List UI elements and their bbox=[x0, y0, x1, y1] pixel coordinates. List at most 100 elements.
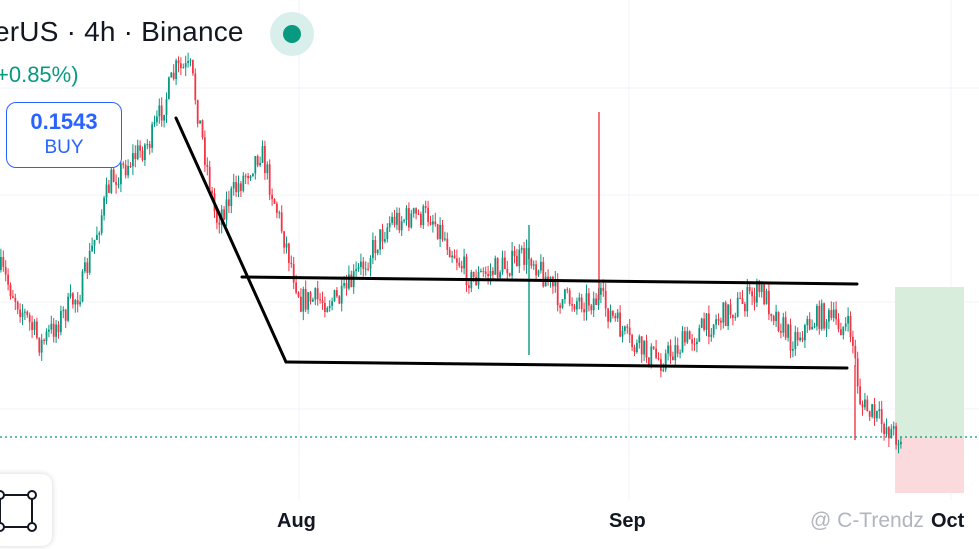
candle-body bbox=[866, 399, 869, 412]
candle-body bbox=[372, 240, 374, 259]
candle-body bbox=[876, 411, 878, 419]
candle-body bbox=[264, 146, 266, 174]
candle-body bbox=[312, 299, 314, 302]
candle-body bbox=[153, 122, 156, 125]
candle-body bbox=[16, 301, 19, 310]
candle-body bbox=[184, 62, 187, 68]
candle-body bbox=[278, 212, 281, 214]
candle-body bbox=[292, 264, 295, 283]
candle-body bbox=[540, 261, 542, 271]
candle-body bbox=[151, 124, 153, 148]
drawing-toolbar-button[interactable] bbox=[0, 474, 52, 546]
candle-body bbox=[636, 343, 638, 353]
buy-button[interactable]: 0.1543 BUY bbox=[6, 102, 122, 168]
candle-body bbox=[194, 73, 197, 101]
candle-body bbox=[112, 169, 115, 183]
candle-body bbox=[403, 220, 405, 222]
candle-body bbox=[288, 243, 290, 263]
candle-body bbox=[72, 293, 74, 305]
candle-body bbox=[463, 256, 465, 269]
candle-body bbox=[868, 411, 871, 417]
candle-body bbox=[115, 182, 117, 185]
candle-body bbox=[832, 309, 835, 318]
candle-body bbox=[324, 302, 326, 313]
candle-body bbox=[117, 184, 120, 186]
candle-body bbox=[763, 284, 765, 305]
channel-upper-line[interactable] bbox=[240, 275, 859, 286]
candle-body bbox=[607, 308, 609, 322]
candle-body bbox=[516, 256, 518, 267]
candle-body bbox=[74, 300, 77, 305]
candle-body bbox=[849, 315, 852, 337]
candle-body bbox=[854, 345, 857, 359]
candle-body bbox=[84, 262, 86, 272]
candle-body bbox=[804, 325, 806, 341]
candle-body bbox=[744, 303, 746, 312]
candle-body bbox=[412, 208, 415, 214]
candle-body bbox=[362, 261, 365, 269]
candle-body bbox=[506, 269, 509, 274]
candle-body bbox=[897, 444, 900, 446]
candle-body bbox=[873, 404, 876, 419]
candle-body bbox=[784, 317, 787, 338]
candle-body bbox=[254, 156, 257, 174]
candle-body bbox=[345, 283, 348, 289]
market-status-dot-icon[interactable] bbox=[270, 12, 314, 56]
candle-body bbox=[67, 296, 69, 321]
candle-body bbox=[340, 285, 343, 304]
candle-body bbox=[775, 311, 777, 322]
candle-body bbox=[760, 284, 763, 293]
candle-body bbox=[564, 289, 566, 300]
candle-body bbox=[739, 297, 741, 299]
candle-body bbox=[650, 346, 653, 366]
candle-body bbox=[446, 238, 449, 250]
candle-body bbox=[199, 120, 201, 124]
candle-body bbox=[520, 248, 523, 250]
candle-body bbox=[177, 60, 180, 64]
candle-body bbox=[240, 183, 242, 191]
candle-body bbox=[216, 211, 218, 223]
candle-body bbox=[708, 313, 710, 337]
candle-body bbox=[638, 336, 641, 344]
channel-lower-line[interactable] bbox=[284, 360, 849, 370]
candle-body bbox=[496, 258, 499, 278]
candle-body bbox=[62, 309, 65, 312]
candle-body bbox=[813, 326, 816, 328]
candle-body bbox=[321, 300, 324, 303]
candle-body bbox=[652, 346, 655, 349]
candle-body bbox=[410, 213, 413, 228]
candle-body bbox=[566, 289, 569, 291]
candle-body bbox=[460, 265, 463, 269]
candle-body bbox=[91, 245, 93, 251]
candlestick-series bbox=[0, 52, 902, 454]
candle-body bbox=[196, 100, 199, 124]
candle-body bbox=[369, 258, 372, 269]
x-axis-label-aug: Aug bbox=[277, 510, 316, 532]
candle-body bbox=[55, 324, 57, 337]
candle-body bbox=[326, 307, 329, 313]
candle-body bbox=[76, 300, 79, 305]
loss-zone[interactable] bbox=[895, 437, 964, 493]
candle-body bbox=[256, 156, 259, 166]
candle-body bbox=[408, 208, 410, 228]
candle-body bbox=[537, 270, 540, 276]
candle-body bbox=[98, 232, 101, 235]
candle-body bbox=[674, 345, 677, 361]
candle-body bbox=[276, 203, 278, 213]
candle-body bbox=[439, 224, 441, 239]
candle-body bbox=[600, 287, 602, 295]
symbol-title[interactable]: erUS · 4h · Binance bbox=[0, 16, 244, 47]
candle-body bbox=[840, 329, 842, 336]
descending-trendline[interactable] bbox=[174, 116, 288, 364]
candle-body bbox=[244, 175, 247, 177]
candle-body bbox=[314, 288, 317, 300]
candle-body bbox=[484, 271, 487, 274]
candle-body bbox=[28, 315, 31, 323]
candle-body bbox=[727, 304, 729, 326]
candle-body bbox=[856, 358, 859, 387]
candle-body bbox=[554, 279, 557, 287]
candle-body bbox=[333, 290, 336, 302]
candle-body bbox=[648, 357, 650, 366]
profit-zone[interactable] bbox=[895, 287, 964, 437]
